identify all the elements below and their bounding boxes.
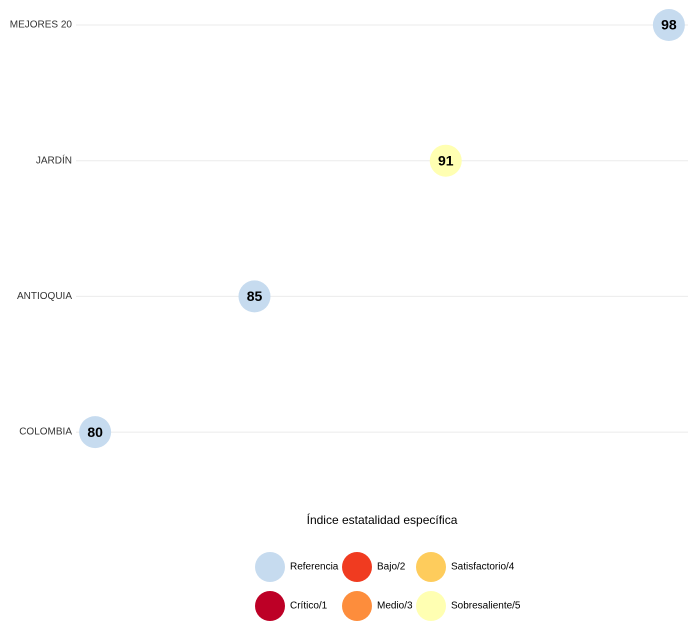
dot bbox=[652, 9, 685, 41]
dot bbox=[429, 144, 462, 177]
legend-label: Satisfactorio/4 bbox=[451, 562, 515, 573]
y-tick-label: COLOMBIA bbox=[19, 427, 72, 438]
legend-swatch bbox=[416, 591, 446, 621]
dot bbox=[238, 280, 271, 313]
legend-swatch bbox=[255, 552, 285, 582]
value-label: 91 bbox=[438, 152, 454, 168]
legend-swatch bbox=[416, 552, 446, 582]
legend-swatch bbox=[342, 591, 372, 621]
legend-label: Medio/3 bbox=[377, 601, 413, 612]
value-label: 98 bbox=[661, 17, 677, 33]
value-label: 85 bbox=[247, 288, 263, 304]
y-tick-label: ANTIOQUIA bbox=[17, 291, 72, 302]
legend-label: Referencia bbox=[290, 562, 339, 573]
y-tick-label: JARDÍN bbox=[36, 153, 72, 166]
y-tick-label: MEJORES 20 bbox=[10, 20, 73, 31]
legend-label: Sobresaliente/5 bbox=[451, 601, 521, 612]
legend-swatch bbox=[342, 552, 372, 582]
legend-swatch bbox=[255, 591, 285, 621]
legend-label: Bajo/2 bbox=[377, 562, 406, 573]
dot bbox=[79, 416, 112, 449]
value-label: 80 bbox=[87, 424, 103, 440]
legend-title: Índice estatalidad específica bbox=[307, 512, 458, 527]
legend-label: Crítico/1 bbox=[290, 601, 328, 612]
